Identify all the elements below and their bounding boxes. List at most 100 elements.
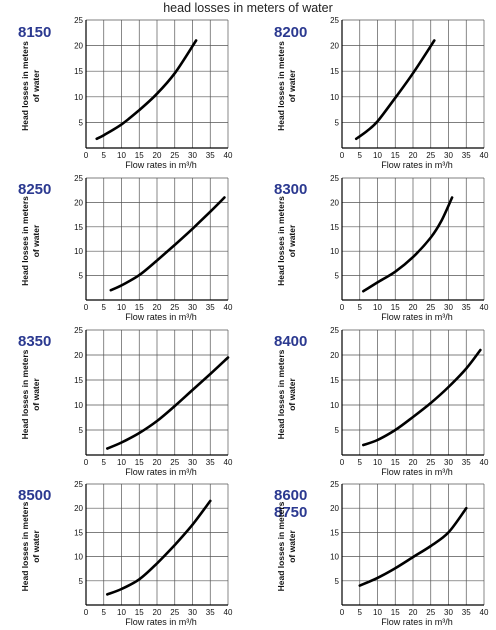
x-axis-label: Flow rates in m³/h — [381, 160, 453, 170]
x-tick-label: 30 — [188, 303, 197, 312]
model-label: 8300 — [274, 181, 307, 198]
model-label: 8250 — [18, 181, 51, 198]
y-tick-label: 25 — [74, 174, 83, 183]
x-tick-label: 20 — [153, 458, 162, 467]
y-tick-label: 15 — [330, 376, 339, 385]
x-tick-label: 20 — [153, 151, 162, 160]
y-tick-label: 25 — [74, 326, 83, 335]
x-axis-label: Flow rates in m³/h — [381, 467, 453, 477]
y-tick-label: 20 — [330, 42, 339, 51]
x-tick-label: 5 — [102, 303, 107, 312]
x-tick-label: 0 — [340, 458, 345, 467]
y-tick-label: 25 — [330, 16, 339, 25]
y-axis-label: Head losses in meters — [20, 196, 30, 286]
y-tick-label: 15 — [74, 376, 83, 385]
x-tick-label: 5 — [358, 151, 363, 160]
y-tick-label: 25 — [330, 480, 339, 489]
x-tick-label: 5 — [358, 303, 363, 312]
y-tick-label: 20 — [74, 351, 83, 360]
x-tick-label: 15 — [135, 458, 144, 467]
model-label: 8400 — [274, 333, 307, 350]
x-axis-label: Flow rates in m³/h — [381, 617, 453, 627]
x-tick-label: 15 — [135, 151, 144, 160]
x-tick-label: 40 — [224, 303, 233, 312]
x-tick-label: 40 — [480, 458, 489, 467]
x-tick-label: 40 — [480, 608, 489, 617]
x-tick-label: 20 — [153, 303, 162, 312]
x-tick-label: 20 — [409, 151, 418, 160]
y-axis-label: Head losses in meters — [20, 349, 30, 439]
x-tick-label: 20 — [409, 458, 418, 467]
x-tick-label: 35 — [462, 151, 471, 160]
x-tick-label: 35 — [206, 151, 215, 160]
y-tick-label: 15 — [330, 67, 339, 76]
y-tick-label: 15 — [74, 67, 83, 76]
x-tick-label: 40 — [224, 151, 233, 160]
x-tick-label: 35 — [206, 303, 215, 312]
x-tick-label: 10 — [373, 458, 382, 467]
x-tick-label: 15 — [391, 303, 400, 312]
x-tick-label: 30 — [444, 151, 453, 160]
x-tick-label: 25 — [426, 151, 435, 160]
model-label: 8200 — [274, 24, 307, 41]
y-axis-label: of water — [31, 530, 41, 563]
y-axis-label: of water — [287, 224, 297, 257]
x-tick-label: 5 — [102, 151, 107, 160]
x-tick-label: 30 — [188, 608, 197, 617]
x-tick-label: 10 — [117, 458, 126, 467]
x-tick-label: 25 — [426, 608, 435, 617]
x-tick-label: 15 — [391, 458, 400, 467]
x-tick-label: 35 — [206, 458, 215, 467]
x-tick-label: 15 — [391, 608, 400, 617]
y-tick-label: 15 — [74, 223, 83, 232]
y-axis-label: Head losses in meters — [20, 41, 30, 131]
x-tick-label: 30 — [444, 608, 453, 617]
series-line — [109, 196, 226, 292]
y-tick-label: 20 — [330, 198, 339, 207]
x-tick-label: 40 — [480, 151, 489, 160]
x-tick-label: 25 — [170, 151, 179, 160]
x-tick-label: 0 — [340, 151, 345, 160]
y-tick-label: 25 — [74, 480, 83, 489]
x-tick-label: 40 — [480, 303, 489, 312]
x-tick-label: 30 — [188, 151, 197, 160]
x-tick-label: 10 — [373, 608, 382, 617]
x-tick-label: 0 — [84, 608, 89, 617]
x-tick-label: 5 — [102, 608, 107, 617]
y-axis-label: Head losses in meters — [276, 41, 286, 131]
x-tick-label: 10 — [117, 303, 126, 312]
x-tick-label: 25 — [426, 458, 435, 467]
y-tick-label: 10 — [330, 553, 339, 562]
y-axis-label: of water — [287, 378, 297, 411]
x-tick-label: 20 — [153, 608, 162, 617]
y-axis-label: of water — [31, 378, 41, 411]
x-tick-label: 0 — [340, 608, 345, 617]
x-tick-label: 25 — [170, 608, 179, 617]
y-axis-label: of water — [287, 530, 297, 563]
x-tick-label: 20 — [409, 608, 418, 617]
x-tick-label: 25 — [426, 303, 435, 312]
y-tick-label: 10 — [330, 247, 339, 256]
x-axis-label: Flow rates in m³/h — [125, 467, 197, 477]
x-tick-label: 30 — [444, 458, 453, 467]
series-line — [362, 196, 454, 293]
y-tick-label: 20 — [74, 42, 83, 51]
x-tick-label: 0 — [340, 303, 345, 312]
y-tick-label: 20 — [74, 504, 83, 513]
y-axis-label: Head losses in meters — [276, 196, 286, 286]
x-tick-label: 35 — [206, 608, 215, 617]
x-tick-label: 5 — [358, 608, 363, 617]
series-line — [354, 39, 436, 141]
y-axis-label: Head losses in meters — [276, 349, 286, 439]
y-tick-label: 10 — [74, 247, 83, 256]
y-tick-label: 20 — [330, 504, 339, 513]
y-axis-label: of water — [287, 69, 297, 102]
x-tick-label: 10 — [373, 151, 382, 160]
y-tick-label: 5 — [79, 272, 84, 281]
